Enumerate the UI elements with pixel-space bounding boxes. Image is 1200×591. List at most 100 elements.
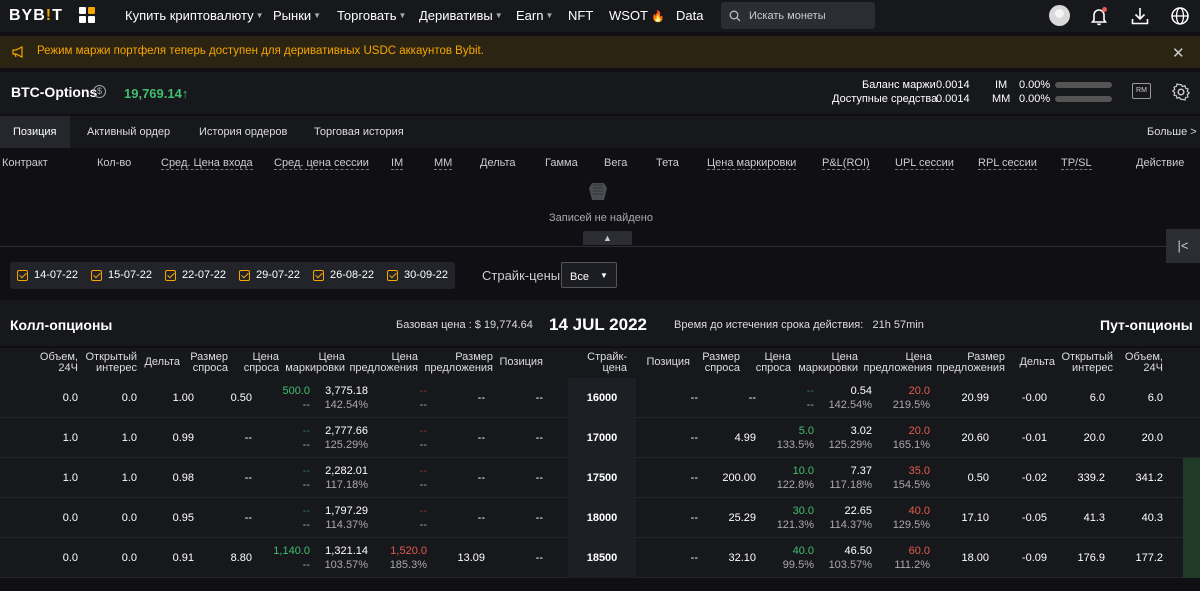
put-bid-price[interactable]: -- -- [806, 385, 814, 411]
call-bid-price[interactable]: -- -- [302, 505, 310, 531]
call-ask-price[interactable]: 1,520.0 185.3% [389, 545, 427, 571]
date-checkbox-1[interactable]: 14-07-22 [17, 269, 78, 281]
call-volume[interactable]: 1.0 [62, 472, 78, 484]
side-panel-toggle[interactable]: |< [1166, 229, 1200, 263]
tab-active-orders[interactable]: Активный ордер [87, 126, 171, 138]
collapse-button[interactable]: ▲ [583, 231, 632, 245]
put-volume[interactable]: 341.2 [1135, 472, 1163, 484]
info-icon[interactable]: $ [93, 85, 106, 98]
call-bid-size[interactable]: -- [244, 512, 252, 524]
put-ask-size[interactable]: 18.00 [961, 552, 989, 564]
call-open-interest[interactable]: 0.0 [121, 512, 137, 524]
apps-grid-icon[interactable] [79, 7, 97, 25]
put-ask-price[interactable]: 20.0 219.5% [892, 385, 930, 411]
put-bid-size[interactable]: 200.00 [722, 472, 756, 484]
table-row[interactable]: 0.0 0.0 0.95 -- -- -- 1,797.29 114.37% -- -- -- -- 1… [0, 498, 1200, 538]
table-row[interactable]: 1.0 1.0 0.99 -- -- -- 2,777.66 125.29% -- -- -- -- 1… [0, 418, 1200, 458]
call-bid-size[interactable]: 8.80 [230, 552, 252, 564]
put-bid-size[interactable]: -- [748, 392, 756, 404]
call-ask-size[interactable]: -- [477, 472, 485, 484]
date-checkbox-6[interactable]: 30-09-22 [387, 269, 448, 281]
put-ask-size[interactable]: 20.60 [961, 432, 989, 444]
put-bid-price[interactable]: 30.0 121.3% [776, 505, 814, 531]
call-bid-price[interactable]: -- -- [302, 465, 310, 491]
put-bid-size[interactable]: 25.29 [728, 512, 756, 524]
nav-wsot[interactable]: WSOT 🔥 [609, 8, 666, 23]
call-mark-price[interactable]: 2,282.01 117.18% [325, 465, 368, 491]
put-ask-size[interactable]: 17.10 [961, 512, 989, 524]
call-mark-price[interactable]: 2,777.66 125.29% [324, 425, 368, 451]
call-ask-price[interactable]: -- -- [419, 465, 427, 491]
call-open-interest[interactable]: 1.0 [121, 432, 137, 444]
put-volume[interactable]: 6.0 [1147, 392, 1163, 404]
date-checkbox-4[interactable]: 29-07-22 [239, 269, 300, 281]
put-ask-price[interactable]: 35.0 154.5% [892, 465, 930, 491]
tab-position[interactable]: Позиция [0, 116, 70, 148]
put-delta[interactable]: -0.05 [1021, 512, 1047, 524]
date-checkbox-5[interactable]: 26-08-22 [313, 269, 374, 281]
nav-markets[interactable]: Рынки ▼ [273, 8, 322, 23]
call-mark-price[interactable]: 3,775.18 142.54% [324, 385, 368, 411]
call-bid-size[interactable]: 0.50 [230, 392, 252, 404]
call-ask-price[interactable]: -- -- [419, 425, 427, 451]
close-icon[interactable]: ✕ [1172, 45, 1185, 62]
nav-buy-crypto[interactable]: Купить криптовалюту ▼ [125, 8, 264, 23]
put-delta[interactable]: -0.09 [1021, 552, 1047, 564]
gear-icon[interactable] [1172, 83, 1190, 101]
put-position[interactable]: -- [690, 552, 698, 564]
call-volume[interactable]: 0.0 [62, 552, 78, 564]
put-ask-size[interactable]: 20.99 [961, 392, 989, 404]
call-bid-size[interactable]: -- [244, 472, 252, 484]
put-mark-price[interactable]: 46.50 103.57% [828, 545, 872, 571]
strike-filter-select[interactable]: Все ▼ [561, 262, 617, 288]
call-ask-size[interactable]: 13.09 [457, 552, 485, 564]
call-delta[interactable]: 0.95 [172, 512, 194, 524]
nav-derivatives[interactable]: Деривативы ▼ [419, 8, 503, 23]
put-mark-price[interactable]: 7.37 117.18% [829, 465, 872, 491]
call-bid-price[interactable]: -- -- [302, 425, 310, 451]
instrument-name[interactable]: BTC-Options [11, 84, 98, 100]
put-position[interactable]: -- [690, 472, 698, 484]
put-open-interest[interactable]: 6.0 [1089, 392, 1105, 404]
call-open-interest[interactable]: 0.0 [121, 552, 137, 564]
tab-trade-history[interactable]: Торговая история [314, 126, 404, 138]
call-ask-size[interactable]: -- [477, 512, 485, 524]
tab-order-history[interactable]: История ордеров [199, 126, 288, 138]
bell-icon[interactable] [1088, 5, 1110, 27]
call-open-interest[interactable]: 1.0 [121, 472, 137, 484]
put-volume[interactable]: 177.2 [1135, 552, 1163, 564]
put-open-interest[interactable]: 176.9 [1077, 552, 1105, 564]
call-open-interest[interactable]: 0.0 [121, 392, 137, 404]
call-bid-price[interactable]: 1,140.0 -- [273, 545, 310, 571]
put-open-interest[interactable]: 339.2 [1077, 472, 1105, 484]
call-volume[interactable]: 1.0 [62, 432, 78, 444]
call-mark-price[interactable]: 1,797.29 114.37% [325, 505, 368, 531]
call-bid-price[interactable]: 500.0 -- [282, 385, 310, 411]
bybit-logo[interactable]: BYB!T [9, 7, 63, 24]
call-position[interactable]: -- [535, 392, 543, 404]
nav-earn[interactable]: Earn ▼ [516, 8, 554, 23]
call-position[interactable]: -- [535, 472, 543, 484]
put-delta[interactable]: -0.01 [1021, 432, 1047, 444]
call-ask-size[interactable]: -- [477, 432, 485, 444]
put-position[interactable]: -- [690, 432, 698, 444]
more-link[interactable]: Больше > [1147, 126, 1197, 138]
nav-nft[interactable]: NFT [568, 8, 594, 23]
put-bid-price[interactable]: 10.0 122.8% [776, 465, 814, 491]
banner-text[interactable]: Режим маржи портфеля теперь доступен для… [37, 45, 484, 57]
put-open-interest[interactable]: 20.0 [1083, 432, 1105, 444]
call-volume[interactable]: 0.0 [62, 392, 78, 404]
table-row[interactable]: 0.0 0.0 0.91 8.80 1,140.0 -- 1,321.14 103.57% 1,… [0, 538, 1200, 578]
globe-icon[interactable] [1169, 5, 1191, 27]
put-delta[interactable]: -0.02 [1021, 472, 1047, 484]
call-delta[interactable]: 1.00 [172, 392, 194, 404]
put-bid-price[interactable]: 40.0 99.5% [782, 545, 814, 571]
put-delta[interactable]: -0.00 [1021, 392, 1047, 404]
put-ask-price[interactable]: 40.0 129.5% [892, 505, 930, 531]
put-bid-price[interactable]: 5.0 133.5% [776, 425, 814, 451]
call-ask-price[interactable]: -- -- [419, 385, 427, 411]
put-volume[interactable]: 20.0 [1141, 432, 1163, 444]
avatar[interactable] [1049, 5, 1070, 26]
call-position[interactable]: -- [535, 432, 543, 444]
put-mark-price[interactable]: 22.65 114.37% [829, 505, 872, 531]
